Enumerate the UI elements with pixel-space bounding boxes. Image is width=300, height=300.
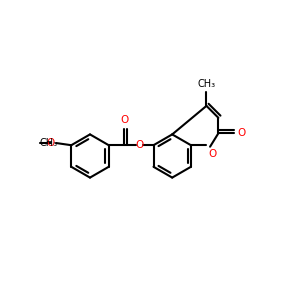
Text: O: O (136, 140, 144, 150)
Text: O: O (238, 128, 246, 138)
Text: O: O (46, 138, 55, 148)
Text: CH₃: CH₃ (197, 80, 215, 89)
Text: CH₃: CH₃ (40, 138, 58, 148)
Text: O: O (120, 116, 128, 125)
Text: O: O (208, 149, 216, 159)
